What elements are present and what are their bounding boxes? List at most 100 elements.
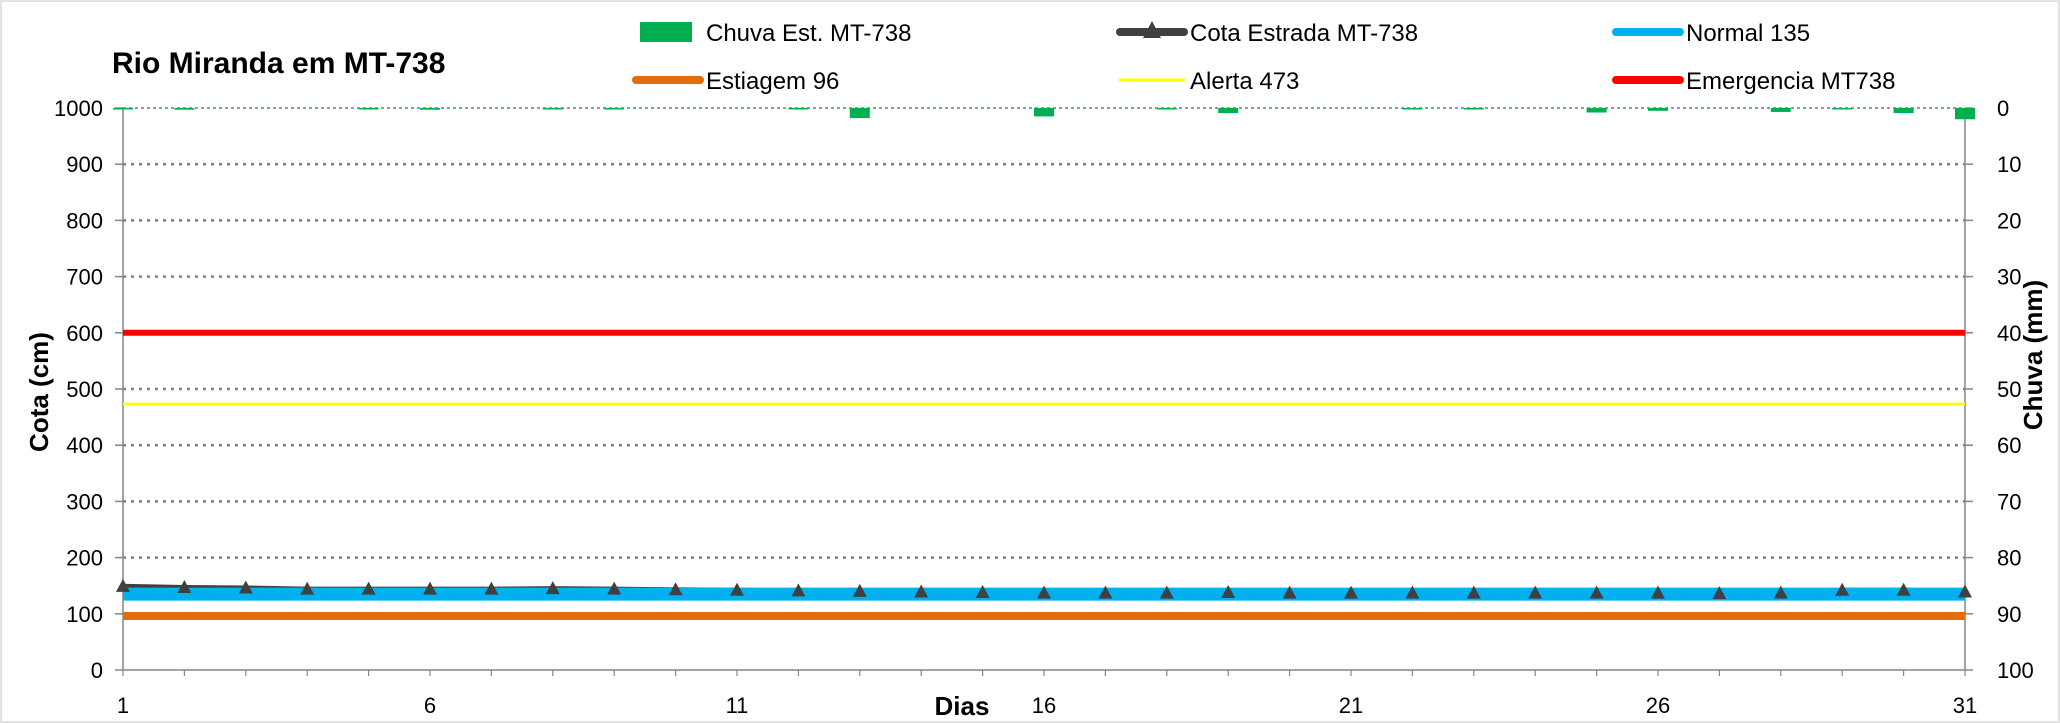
cota-marker <box>1835 582 1850 596</box>
cota-marker <box>1282 585 1297 599</box>
cota-marker <box>1466 585 1481 599</box>
y2-tick-label: 10 <box>1997 152 2021 177</box>
y-tick-label: 200 <box>66 546 103 571</box>
y2-tick-label: 40 <box>1997 321 2021 346</box>
cota-marker <box>1896 582 1911 596</box>
cota-marker <box>975 585 990 599</box>
x-tick-label: 21 <box>1339 693 1363 718</box>
series-chuva-est-mt-738-bar <box>849 108 870 119</box>
cota-marker <box>238 580 253 594</box>
y2-tick-label: 90 <box>1997 602 2021 627</box>
legend-item: Emergencia MT738 <box>1612 68 1895 95</box>
cota-marker <box>116 578 130 592</box>
cota-marker <box>1344 585 1358 599</box>
x-tick-label: 16 <box>1032 693 1056 718</box>
cota-marker <box>1528 585 1543 599</box>
y2-tick-label: 50 <box>1997 377 2021 402</box>
series-chuva-est-mt-738-bar <box>420 108 440 110</box>
x-axis-title: Dias <box>935 691 990 721</box>
cota-marker <box>484 581 499 595</box>
cota-marker <box>423 581 437 595</box>
cota-marker <box>1098 585 1113 599</box>
cota-marker <box>1651 585 1665 599</box>
cota-marker <box>1405 585 1420 599</box>
y-tick-label: 700 <box>66 265 103 290</box>
series-chuva-est-mt-738-bar <box>1832 108 1853 110</box>
series-chuva-est-mt-738-bar <box>1156 108 1177 110</box>
legend-item: Chuva Est. MT-738 <box>640 20 911 47</box>
series-chuva-est-mt-738-bar <box>1218 108 1239 114</box>
cota-marker <box>730 582 744 596</box>
cota-marker <box>1773 585 1788 599</box>
x-tick-label: 31 <box>1953 693 1977 718</box>
y-tick-label: 900 <box>66 152 103 177</box>
cota-marker <box>1958 584 1972 598</box>
y-tick-label: 0 <box>91 658 103 683</box>
series-chuva-est-mt-738-bar <box>1955 108 1975 120</box>
y2-tick-label: 70 <box>1997 489 2021 514</box>
cota-marker <box>1712 586 1727 600</box>
y2-tick-label: 30 <box>1997 265 2021 290</box>
series-chuva-est-mt-738-bar <box>174 108 195 110</box>
series-chuva-est-mt-738-bar <box>1463 108 1484 110</box>
legend-item: Estiagem 96 <box>632 68 839 95</box>
legend-marker <box>1143 21 1161 38</box>
cota-marker <box>914 584 929 598</box>
cota-marker <box>852 583 867 597</box>
cota-marker <box>300 581 315 595</box>
legend-label: Normal 135 <box>1686 20 1810 47</box>
cota-marker <box>1159 585 1174 599</box>
y-tick-label: 400 <box>66 433 103 458</box>
series-chuva-est-mt-738-bar <box>1586 108 1607 113</box>
y2-tick-label: 100 <box>1997 658 2034 683</box>
x-tick-label: 1 <box>117 693 129 718</box>
cota-marker <box>607 581 622 595</box>
series-chuva-est-mt-738-bar <box>1893 108 1914 114</box>
y-axis-title: Cota (cm) <box>24 332 54 452</box>
y-tick-label: 600 <box>66 321 103 346</box>
cota-marker <box>545 581 560 595</box>
series-chuva-est-mt-738-bar <box>542 108 563 110</box>
cota-marker <box>1221 585 1236 599</box>
y2-tick-label: 60 <box>1997 433 2021 458</box>
cota-marker <box>668 582 683 596</box>
legend-item: Normal 135 <box>1612 20 1810 47</box>
y-tick-label: 800 <box>66 208 103 233</box>
series-chuva-est-mt-738-bar <box>1034 108 1054 117</box>
series-chuva-est-mt-738-bar <box>113 108 133 110</box>
series-chuva-est-mt-738-bar <box>1770 108 1791 112</box>
series-chuva-est-mt-738-bar <box>1648 108 1668 111</box>
x-tick-label: 6 <box>424 693 436 718</box>
x-tick-label: 11 <box>726 693 749 718</box>
chart-title: Rio Miranda em MT-738 <box>112 47 445 80</box>
y-tick-label: 300 <box>66 489 103 514</box>
cota-marker <box>177 579 192 593</box>
y2-tick-label: 0 <box>1997 96 2009 121</box>
legend-label: Alerta 473 <box>1190 68 1299 95</box>
y2-tick-label: 20 <box>1997 208 2021 233</box>
legend-label: Emergencia MT738 <box>1686 68 1895 95</box>
series-chuva-est-mt-738-bar <box>604 108 625 110</box>
y-tick-label: 500 <box>66 377 103 402</box>
cota-marker <box>361 581 376 595</box>
legend-label: Chuva Est. MT-738 <box>706 20 911 47</box>
cota-marker <box>1589 585 1604 599</box>
cota-marker <box>1037 585 1051 599</box>
legend-label: Cota Estrada MT-738 <box>1190 20 1418 47</box>
y2-axis-title: Chuva (mm) <box>2018 280 2048 430</box>
series-chuva-est-mt-738-bar <box>788 108 809 110</box>
legend-label: Estiagem 96 <box>706 68 839 95</box>
series-chuva-est-mt-738-bar <box>358 108 379 110</box>
y-tick-label: 100 <box>66 602 103 627</box>
legend-item: Cota Estrada MT-738 <box>1116 20 1418 47</box>
series-chuva-est-mt-738-bar <box>1402 108 1423 110</box>
legend-item: Alerta 473 <box>1118 68 1299 95</box>
y2-tick-label: 80 <box>1997 546 2021 571</box>
x-tick-label: 26 <box>1646 693 1670 718</box>
cota-marker <box>791 583 806 597</box>
legend-swatch <box>640 22 692 42</box>
y-tick-label: 1000 <box>54 96 103 121</box>
